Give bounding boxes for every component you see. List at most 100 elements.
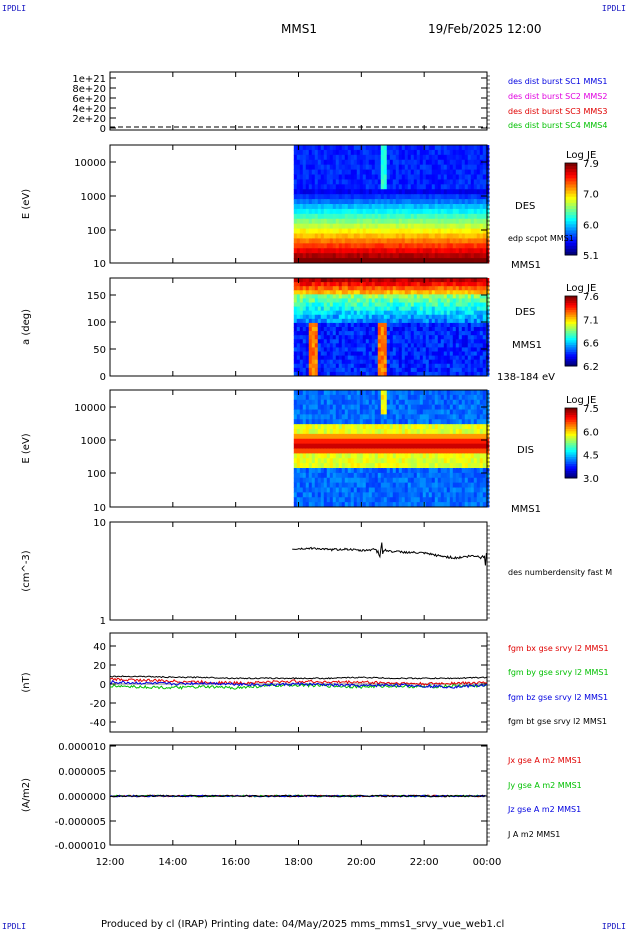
heatmap-cell (452, 424, 457, 430)
heatmap-cell (332, 335, 337, 340)
heatmap-cell (473, 492, 478, 498)
heatmap-cell (335, 204, 340, 210)
colorbar-segment (565, 333, 577, 337)
heatmap-cell (323, 302, 328, 308)
heatmap-cell (302, 322, 307, 328)
heatmap-cell (299, 169, 304, 175)
heatmap-cell (368, 164, 373, 171)
heatmap-cell (377, 298, 382, 303)
heatmap-cell (464, 169, 469, 175)
heatmap-cell (449, 438, 454, 445)
heatmap-cell (404, 327, 409, 332)
heatmap-cell (449, 448, 454, 454)
heatmap-cell (305, 253, 310, 259)
heatmap-cell (446, 154, 451, 161)
heatmap-cell (470, 390, 475, 396)
heatmap-cell (329, 238, 334, 244)
heatmap-cell (467, 453, 472, 459)
heatmap-cell (353, 169, 358, 175)
colorbar-segment (565, 331, 577, 334)
heatmap-cell (428, 189, 433, 195)
heatmap-cell (470, 331, 475, 336)
heatmap-cell (428, 169, 433, 175)
heatmap-cell (467, 399, 472, 406)
heatmap-cell (485, 394, 490, 401)
heatmap-cell (365, 213, 370, 220)
heatmap-cell (407, 458, 412, 464)
heatmap-cell (365, 497, 370, 503)
heatmap-cell (317, 174, 322, 180)
heatmap-cell (413, 298, 418, 303)
heatmap-cell (389, 282, 394, 287)
heatmap-cell (386, 448, 391, 454)
heatmap-cell (401, 343, 406, 348)
heatmap-cell (458, 492, 463, 498)
heatmap-cell (443, 409, 448, 415)
heatmap-cell (329, 306, 334, 312)
heatmap-cell (437, 310, 442, 316)
heatmap-cell (407, 343, 412, 348)
heatmap-cell (470, 179, 475, 185)
heatmap-cell (467, 463, 472, 469)
heatmap-cell (413, 199, 418, 205)
heatmap-cell (326, 367, 331, 373)
heatmap-cell (446, 213, 451, 220)
heatmap-cell (422, 184, 427, 190)
heatmap-cell (398, 371, 403, 377)
heatmap-cell (416, 497, 421, 503)
heatmap-cell (338, 477, 343, 484)
heatmap-cell (362, 290, 367, 295)
heatmap-cell (416, 367, 421, 373)
heatmap-cell (317, 314, 322, 320)
heatmap-cell (293, 468, 298, 474)
heatmap-cell (332, 433, 337, 440)
heatmap-cell (332, 145, 337, 151)
heatmap-cell (404, 154, 409, 161)
heatmap-cell (404, 419, 409, 425)
heatmap-cell (470, 199, 475, 205)
heatmap-cell (413, 164, 418, 171)
heatmap-cell (332, 487, 337, 493)
heatmap-cell (416, 318, 421, 324)
heatmap-cell (437, 468, 442, 474)
heatmap-cell (338, 327, 343, 332)
heatmap-cell (428, 238, 433, 244)
heatmap-cell (434, 482, 439, 488)
heatmap-cell (452, 339, 457, 344)
heatmap-cell (443, 322, 448, 328)
heatmap-cell (356, 433, 361, 440)
heatmap-cell (449, 278, 454, 283)
heatmap-cell (476, 164, 481, 171)
heatmap-cell (305, 238, 310, 244)
heatmap-cell (383, 487, 388, 493)
heatmap-cell (404, 179, 409, 185)
heatmap-cell (431, 218, 436, 225)
heatmap-cell (473, 318, 478, 324)
heatmap-cell (356, 314, 361, 320)
heatmap-cell (416, 204, 421, 210)
heatmap-cell (371, 497, 376, 503)
heatmap-cell (404, 343, 409, 348)
heatmap-cell (410, 199, 415, 205)
heatmap-cell (299, 335, 304, 340)
heatmap-cell (437, 174, 442, 180)
heatmap-cell (425, 213, 430, 220)
heatmap-cell (464, 502, 469, 508)
heatmap-cell (302, 318, 307, 324)
heatmap-cell (395, 355, 400, 361)
heatmap-cell (359, 164, 364, 171)
heatmap-cell (461, 322, 466, 328)
heatmap-cell (452, 443, 457, 449)
heatmap-cell (485, 331, 490, 336)
heatmap-cell (452, 233, 457, 239)
heatmap-cell (392, 419, 397, 425)
heatmap-cell (362, 371, 367, 377)
heatmap-cell (308, 294, 313, 299)
heatmap-cell (395, 453, 400, 459)
heatmap-cell (338, 322, 343, 328)
heatmap-cell (362, 286, 367, 291)
heatmap-cell (308, 318, 313, 324)
heatmap-cell (317, 286, 322, 291)
heatmap-cell (464, 331, 469, 336)
heatmap-cell (344, 164, 349, 171)
